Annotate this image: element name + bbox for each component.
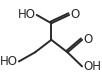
Text: O: O bbox=[84, 33, 93, 46]
Text: HO: HO bbox=[0, 55, 18, 68]
Text: O: O bbox=[71, 8, 80, 21]
Text: OH: OH bbox=[84, 60, 102, 73]
Text: HO: HO bbox=[18, 8, 36, 21]
